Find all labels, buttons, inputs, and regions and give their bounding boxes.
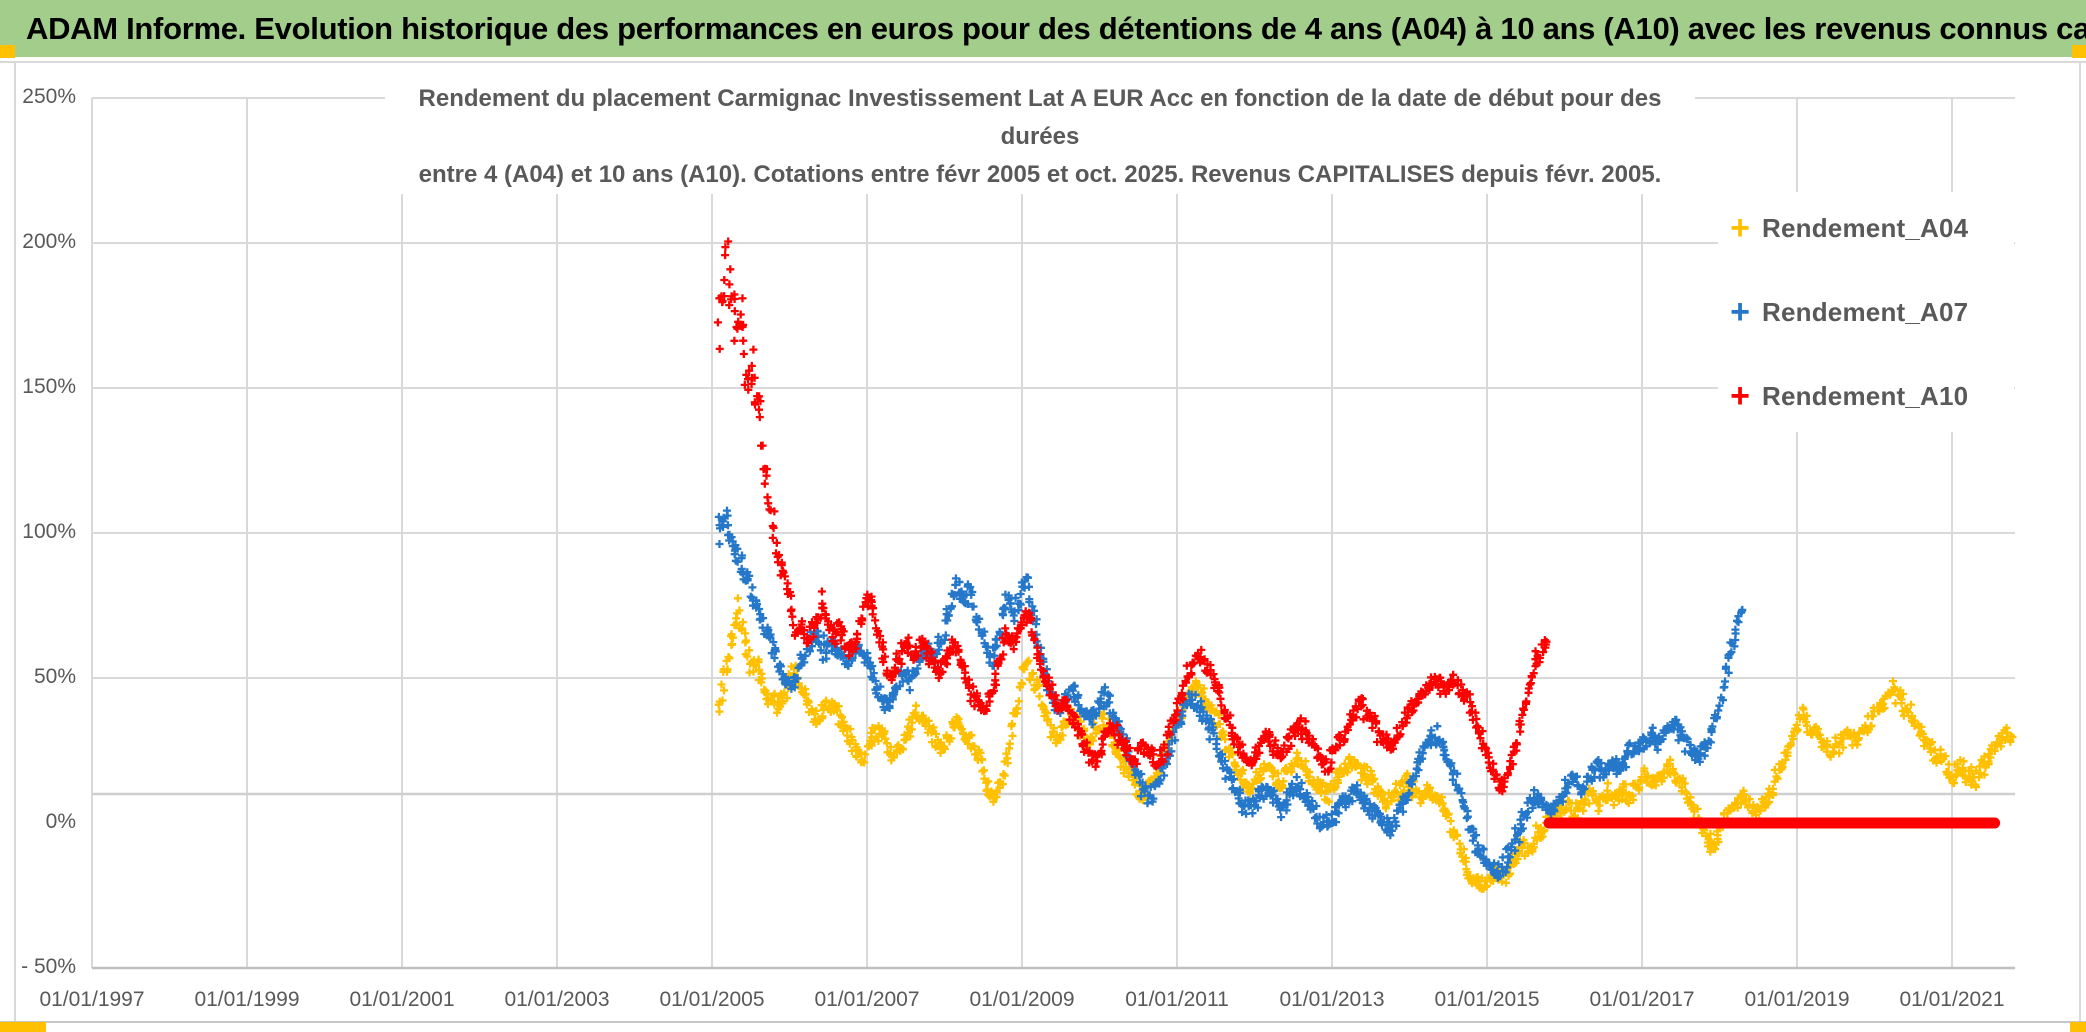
x-tick-label: 01/01/1999 — [194, 988, 300, 1011]
legend-item-a07[interactable]: + Rendement_A07 — [1718, 284, 2014, 340]
x-tick-label: 01/01/2015 — [1434, 988, 1540, 1011]
y-tick-label: 0% — [45, 810, 76, 833]
y-tick-label: 150% — [22, 375, 76, 398]
x-tick-label: 01/01/2007 — [814, 988, 920, 1011]
y-tick-label: 200% — [22, 230, 76, 253]
report-header: ADAM Informe. Evolution historique des p… — [0, 0, 2086, 57]
x-tick-label: 01/01/2001 — [349, 988, 455, 1011]
series-Rendement_A10[interactable] — [713, 237, 1551, 796]
x-tick-label: 01/01/2011 — [1125, 988, 1229, 1011]
y-tick-label: 100% — [22, 520, 76, 543]
x-tick-label: 01/01/2005 — [659, 988, 765, 1011]
corner-accent-bottom-right — [2070, 1022, 2086, 1032]
x-tick-label: 01/01/2017 — [1589, 988, 1695, 1011]
y-tick-label: 250% — [22, 85, 76, 108]
legend-label: Rendement_A04 — [1762, 212, 1969, 243]
plus-marker-icon: + — [1730, 293, 1750, 331]
chart-title: Rendement du placement Carmignac Investi… — [385, 80, 1695, 194]
top-rule — [0, 61, 2086, 63]
x-tick-label: 01/01/2019 — [1744, 988, 1850, 1011]
x-tick-label: 01/01/2013 — [1279, 988, 1385, 1011]
legend-item-a10[interactable]: + Rendement_A10 — [1718, 368, 2014, 424]
corner-accent-top-right — [2072, 45, 2086, 58]
legend-label: Rendement_A10 — [1762, 380, 1969, 411]
plus-marker-icon: + — [1730, 209, 1750, 247]
series-Rendement_A04[interactable] — [714, 594, 2017, 893]
plus-marker-icon: + — [1730, 377, 1750, 415]
x-tick-label: 01/01/2003 — [504, 988, 610, 1011]
chart-title-line1: Rendement du placement Carmignac Investi… — [418, 85, 1662, 150]
x-tick-label: 01/01/1997 — [39, 988, 145, 1011]
y-tick-label: - 50% — [21, 955, 76, 978]
chart-title-line2: entre 4 (A04) et 10 ans (A10). Cotations… — [418, 161, 1662, 188]
report-title: ADAM Informe. Evolution historique des p… — [26, 10, 2086, 46]
y-tick-label: 50% — [33, 665, 76, 688]
legend-item-a04[interactable]: + Rendement_A04 — [1718, 200, 2014, 256]
x-tick-label: 01/01/2009 — [969, 988, 1075, 1011]
corner-accent-bottom-left — [0, 1022, 46, 1032]
corner-accent-top-left — [0, 45, 15, 58]
legend-label: Rendement_A07 — [1762, 296, 1969, 327]
x-tick-label: 01/01/2021 — [1899, 988, 2005, 1011]
bottom-rule — [0, 1021, 2086, 1023]
chart-legend[interactable]: + Rendement_A04 + Rendement_A07 + Rendem… — [1718, 192, 2014, 432]
chart-left-border — [14, 62, 16, 1022]
chart-right-border — [2079, 62, 2081, 1022]
